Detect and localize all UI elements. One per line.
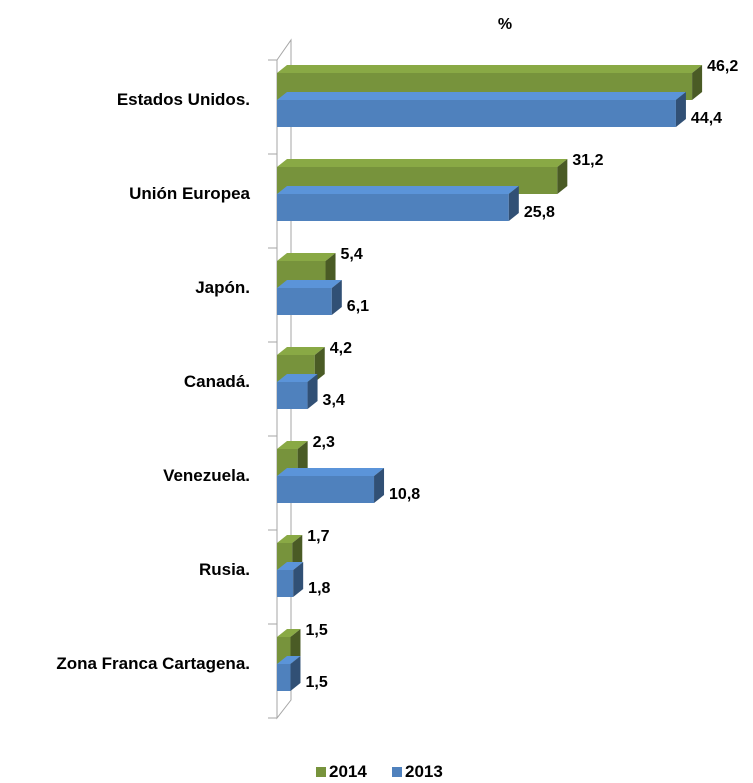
bar-2013-venezuela bbox=[277, 468, 385, 503]
value-label-2013-rusia: 1,8 bbox=[308, 580, 330, 597]
legend-swatch-2014 bbox=[316, 767, 326, 777]
category-label-venezuela: Venezuela. bbox=[163, 466, 250, 485]
bar-2013-zona-franca-cartagena bbox=[277, 656, 301, 691]
value-label-2014-zona-franca-cartagena: 1,5 bbox=[305, 622, 327, 639]
category-label-estados-unidos: Estados Unidos. bbox=[117, 90, 250, 109]
bar-front-face bbox=[277, 382, 308, 409]
value-label-2013-japon: 6,1 bbox=[347, 298, 369, 315]
value-label-2013-venezuela: 10,8 bbox=[389, 486, 420, 503]
value-label-2013-union-europea: 25,8 bbox=[524, 204, 555, 221]
bar-2013-estados-unidos bbox=[277, 92, 686, 127]
bar-2013-union-europea bbox=[277, 186, 519, 221]
bar-top-face bbox=[277, 65, 703, 73]
unit-label: % bbox=[498, 16, 512, 33]
bar-top-face bbox=[277, 468, 385, 476]
category-label-zona-franca-cartagena: Zona Franca Cartagena. bbox=[56, 654, 250, 673]
category-labels: Estados Unidos. Unión Europea Japón. Canadá… bbox=[56, 90, 250, 673]
bar-front-face bbox=[277, 570, 294, 597]
bar-side-face bbox=[557, 159, 568, 194]
bar-front-face bbox=[277, 664, 291, 691]
category-label-rusia: Rusia. bbox=[199, 560, 250, 579]
bar-top-face bbox=[277, 629, 301, 637]
bar-side-face bbox=[290, 656, 301, 691]
bar-top-face bbox=[277, 374, 318, 382]
bar-side-face bbox=[508, 186, 519, 221]
bar-front-face bbox=[277, 288, 332, 315]
bar-top-face bbox=[277, 92, 686, 100]
value-label-2014-rusia: 1,7 bbox=[307, 528, 329, 545]
bar-side-face bbox=[314, 347, 325, 382]
bars-layer bbox=[277, 65, 703, 691]
bar-top-face bbox=[277, 347, 325, 355]
legend-label-2014: 2014 bbox=[329, 762, 367, 781]
bar-side-face bbox=[331, 280, 342, 315]
category-label-union-europea: Unión Europea bbox=[129, 184, 250, 203]
category-label-japon: Japón. bbox=[195, 278, 250, 297]
bar-front-face bbox=[277, 100, 676, 127]
bar-2013-rusia bbox=[277, 562, 304, 597]
bar-top-face bbox=[277, 159, 568, 167]
value-label-2013-zona-franca-cartagena: 1,5 bbox=[305, 674, 327, 691]
value-label-2013-canada: 3,4 bbox=[323, 392, 345, 409]
bar-side-face bbox=[325, 253, 336, 288]
bar-side-face bbox=[374, 468, 385, 503]
bar-top-face bbox=[277, 253, 336, 261]
value-label-2013-estados-unidos: 44,4 bbox=[691, 110, 722, 127]
bar-side-face bbox=[692, 65, 703, 100]
value-label-2014-union-europea: 31,2 bbox=[572, 152, 603, 169]
bar-side-face bbox=[292, 535, 303, 570]
bar-front-face bbox=[277, 476, 375, 503]
bar-top-face bbox=[277, 562, 304, 570]
bar-side-face bbox=[293, 562, 304, 597]
bar-side-face bbox=[297, 441, 308, 476]
bar-top-face bbox=[277, 186, 519, 194]
bar-side-face bbox=[675, 92, 686, 127]
bar-side-face bbox=[290, 629, 301, 664]
bar-2013-canada bbox=[277, 374, 318, 409]
bar-top-face bbox=[277, 535, 303, 543]
bar-top-face bbox=[277, 441, 308, 449]
value-label-2014-canada: 4,2 bbox=[330, 340, 352, 357]
legend-label-2013: 2013 bbox=[405, 762, 443, 781]
category-label-canada: Canadá. bbox=[184, 372, 250, 391]
legend: 2014 2013 bbox=[316, 762, 443, 781]
bar-top-face bbox=[277, 656, 301, 664]
bar-front-face bbox=[277, 194, 509, 221]
value-label-2014-japon: 5,4 bbox=[341, 246, 363, 263]
value-label-2014-venezuela: 2,3 bbox=[313, 434, 335, 451]
bar-side-face bbox=[307, 374, 318, 409]
legend-swatch-2013 bbox=[392, 767, 402, 777]
bar-top-face bbox=[277, 280, 342, 288]
value-label-2014-estados-unidos: 46,2 bbox=[707, 58, 738, 75]
bar-2013-japon bbox=[277, 280, 342, 315]
value-labels: 46,2 44,4 31,2 25,8 5,4 6,1 4,2 3,4 2,3 10,8 1,7 1,… bbox=[305, 58, 738, 691]
